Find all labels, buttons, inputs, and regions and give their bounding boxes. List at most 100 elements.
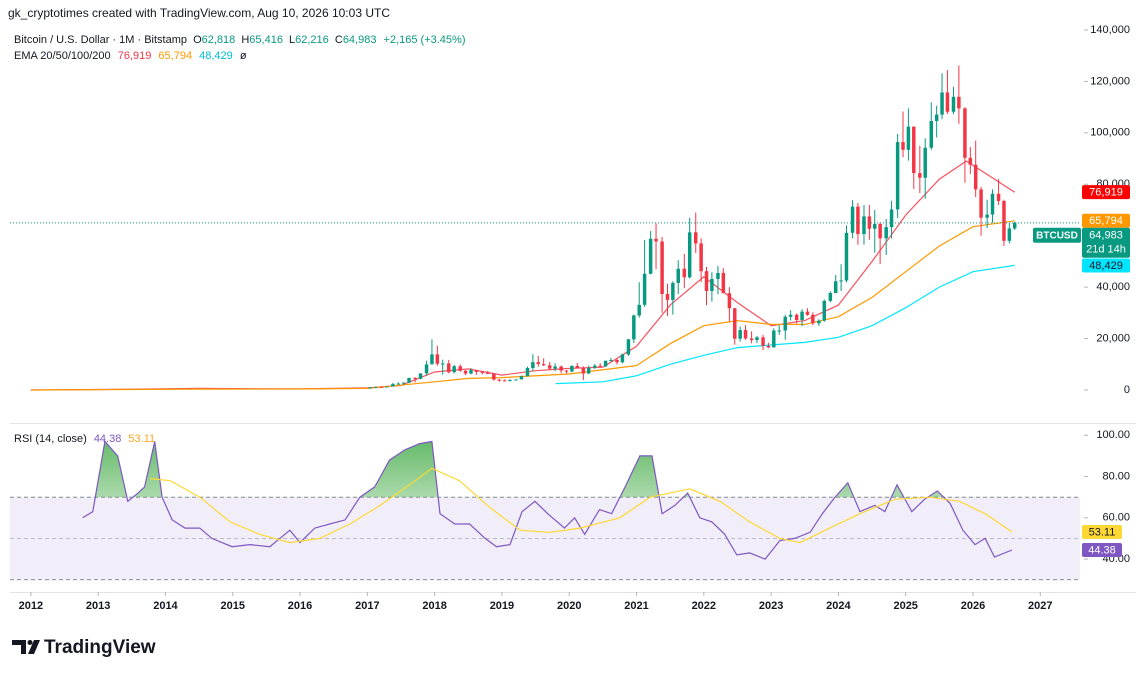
- rsi-legend-title: RSI (14, close): [14, 433, 87, 445]
- x-tick-label: 2017: [355, 600, 379, 612]
- candle-body: [458, 366, 462, 371]
- x-tick-label: 2025: [893, 600, 917, 612]
- candle-body: [541, 364, 546, 366]
- candle-body: [766, 345, 771, 348]
- x-tick-label: 2014: [153, 600, 178, 612]
- candle-body: [912, 126, 916, 174]
- legend-value: 64,983: [343, 34, 377, 46]
- candle-body: [772, 330, 776, 348]
- candle-body: [368, 387, 372, 389]
- y-tick-label: 120,000: [1090, 75, 1130, 87]
- legend-title: Bitcoin / U.S. Dollar · 1M · Bitstamp: [14, 34, 187, 46]
- candle-body: [615, 360, 619, 363]
- x-tick-label: 2027: [1028, 600, 1052, 612]
- candle-body: [559, 366, 563, 371]
- rsi-tag-label: 44.38: [1088, 544, 1116, 556]
- candle-body: [508, 380, 512, 382]
- candle-body: [373, 386, 378, 388]
- candle-body: [492, 373, 496, 380]
- candle-body: [463, 370, 468, 374]
- candle-body: [514, 379, 518, 381]
- x-tick-label: 2012: [19, 600, 43, 612]
- candle-body: [452, 366, 456, 373]
- candle-body: [934, 114, 939, 122]
- ema-tag: [1082, 213, 1130, 228]
- candle-body: [788, 314, 793, 317]
- candle-body: [856, 206, 860, 235]
- candle-body: [710, 278, 714, 292]
- footer-logo: TradingView: [12, 637, 156, 658]
- candle-body: [929, 121, 934, 148]
- candle-body: [480, 371, 485, 373]
- candle-body: [609, 360, 613, 362]
- ema-legend-value: 65,794: [158, 50, 192, 62]
- candle-body: [839, 280, 843, 282]
- candle-body: [474, 370, 479, 372]
- x-tick-label: 2015: [221, 600, 245, 612]
- x-tick-label: 2019: [490, 600, 514, 612]
- candle-body: [648, 238, 653, 274]
- candle-body: [738, 330, 742, 339]
- candle-body: [531, 362, 535, 368]
- x-tick-label: 2022: [692, 600, 716, 612]
- candle-body: [379, 386, 384, 388]
- candle-body: [968, 157, 973, 165]
- candle-body: [620, 354, 625, 363]
- candle-body: [486, 372, 490, 374]
- candle-body: [660, 241, 664, 294]
- candle-body: [581, 367, 586, 374]
- candle-body: [424, 364, 429, 374]
- ema-tag-label: 65,794: [1089, 215, 1123, 227]
- candle-body: [867, 216, 872, 229]
- ema-tag-label: 48,429: [1089, 260, 1123, 272]
- candle-body: [632, 315, 636, 340]
- candle-body: [1002, 200, 1006, 241]
- ema-tag: [1082, 185, 1130, 200]
- legend-value: 62,818: [202, 34, 236, 46]
- legend-change: +2,165 (+3.45%): [384, 34, 466, 46]
- x-tick-label: 2024: [826, 600, 851, 612]
- ema-tag-label: 76,919: [1089, 187, 1123, 199]
- symbol-label: BTCUSD: [1036, 230, 1078, 241]
- candle-body: [833, 281, 838, 293]
- rsi-legend: RSI (14, close) 44.38 53.11: [14, 433, 155, 445]
- x-tick-label: 2021: [624, 600, 648, 612]
- candle-body: [940, 92, 944, 115]
- candle-body: [850, 206, 855, 233]
- candle-body: [519, 376, 524, 380]
- candle-body: [401, 382, 406, 384]
- candle-body: [1007, 228, 1012, 241]
- candle-body: [761, 337, 765, 346]
- candle-body: [435, 354, 440, 364]
- candle-body: [603, 360, 608, 367]
- candle-body: [889, 209, 894, 228]
- candle-body: [777, 330, 781, 332]
- candle-body: [800, 311, 804, 321]
- legend-key: L: [289, 34, 295, 46]
- candle-body: [418, 373, 423, 379]
- rsi-legend-value: 44.38: [94, 433, 122, 445]
- candle-body: [430, 354, 434, 365]
- candle-body: [805, 311, 810, 315]
- candle-body: [727, 293, 732, 309]
- countdown-label: 21d 14h: [1086, 244, 1126, 256]
- candle-body: [407, 377, 411, 383]
- legend-key: O: [193, 34, 202, 46]
- candle-body: [733, 308, 737, 339]
- rsi-legend-value: 53.11: [128, 433, 155, 445]
- candle-body: [901, 142, 905, 150]
- candle-body: [385, 386, 389, 388]
- x-tick-label: 2023: [759, 600, 783, 612]
- y-tick-label: 100.00: [1096, 429, 1130, 441]
- candle-body: [963, 108, 967, 158]
- candle-body: [923, 147, 927, 178]
- attribution: gk_cryptotimes created with TradingView.…: [8, 6, 390, 20]
- candle-body: [862, 216, 866, 235]
- candle-body: [749, 338, 754, 341]
- candle-body: [626, 339, 631, 355]
- candle-body: [637, 304, 641, 316]
- candle-body: [687, 232, 692, 278]
- ema-line: [30, 220, 1015, 391]
- candle-body: [694, 232, 698, 244]
